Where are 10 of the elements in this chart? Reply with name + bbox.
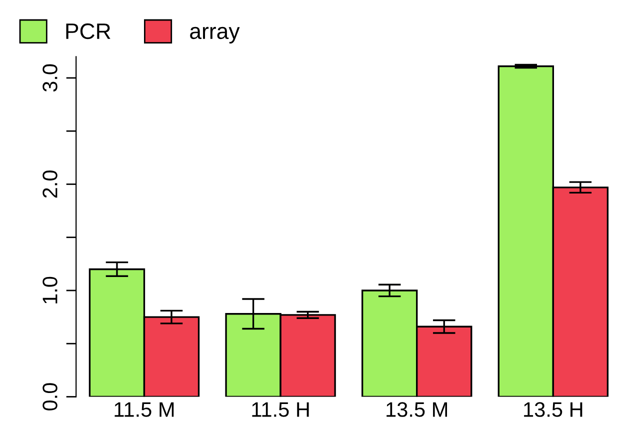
y-tick-label: 1.0 (42, 276, 58, 304)
x-tick-label: 11.5 H (252, 402, 309, 417)
legend-label: PCR (66, 23, 110, 40)
y-tick-label: 2.0 (42, 170, 58, 198)
x-tick-label: 11.5 M (114, 402, 174, 417)
x-tick-label: 13.5 H (524, 402, 582, 417)
legend-label: array (190, 26, 240, 44)
y-tick-label: 3.0 (42, 64, 58, 92)
x-tick-label: 13.5 M (386, 402, 447, 417)
y-tick-label: 0.0 (42, 383, 58, 410)
